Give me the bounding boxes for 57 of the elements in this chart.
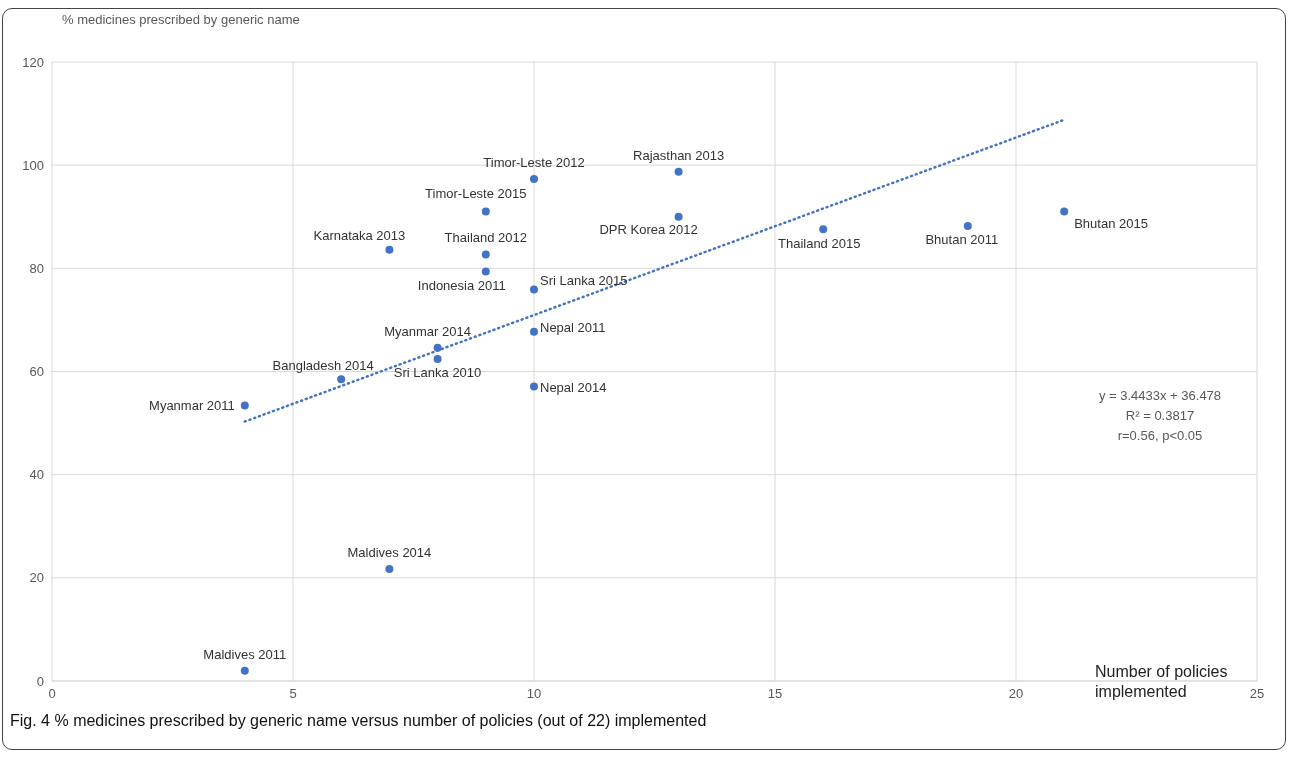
annotation: Myanmar 2011 [149,397,235,413]
y-tick-label: 100 [22,157,44,173]
annotation: Indonesia 2011 [417,278,506,294]
point [481,250,490,259]
annotation: Maldives 2011 [203,646,287,662]
annotation: Sri Lanka 2015 [540,273,628,289]
annotation: y = 3.4433x + 36.478 [1097,387,1223,405]
point [240,401,249,410]
point [481,267,490,276]
annotation: Thailand 2012 [444,230,527,246]
y-tick-label: 80 [29,260,44,276]
point [385,565,394,574]
point [530,382,538,391]
x-tick-label: 25 [1249,686,1265,702]
annotation: Myanmar 2014 [384,323,471,339]
point [385,245,394,254]
annotation: Sri Lanka 2010 [393,365,482,381]
annotation: Maldives 2014 [347,545,432,561]
y-tick-label: 60 [29,364,44,380]
annotation: Nepal 2011 [540,319,606,335]
y-tick-label: 40 [29,467,44,483]
point [530,175,538,184]
point [433,355,442,364]
y-tick-label: 120 [22,54,44,70]
annotation: Timor-Leste 2015 [425,185,527,201]
annotation: Nepal 2014 [540,380,607,396]
point [240,666,249,675]
point [963,222,972,231]
y-axis-title: % medicines prescribed by generic name [62,12,300,27]
point [433,343,442,352]
annotation: R² = 0.3817 [1124,407,1196,425]
x-tick-label: 10 [526,686,542,702]
point [481,207,490,216]
annotation: r=0.56, p<0.05 [1116,427,1204,445]
x-tick-label: 0 [48,686,56,702]
y-tick-label: 0 [36,673,44,689]
x-axis-title: Number of policies implemented [1095,662,1229,702]
annotation: Bhutan 2015 [1074,215,1148,231]
annotation: Karnataka 2013 [313,227,406,243]
annotation: Rajasthan 2013 [633,147,725,163]
x-tick-label: 5 [289,686,297,702]
point [674,167,683,176]
annotation: Thailand 2015 [778,236,861,252]
point [674,212,683,221]
point [530,327,538,336]
point [337,375,346,384]
caption: Fig. 4 % medicines prescribed by generic name versus number of policies (out of 22) implemented [10,712,707,730]
annotation: Timor-Leste 2012 [483,155,585,171]
x-tick-label: 20 [1008,686,1024,702]
point [819,225,828,234]
y-tick-label: 20 [29,570,44,586]
annotation: Bhutan 2011 [925,232,999,248]
annotation: Bangladesh 2014 [272,358,374,374]
point [530,285,538,294]
point [1060,207,1069,216]
annotation: DPR Korea 2012 [599,221,698,237]
x-tick-label: 15 [767,686,783,702]
